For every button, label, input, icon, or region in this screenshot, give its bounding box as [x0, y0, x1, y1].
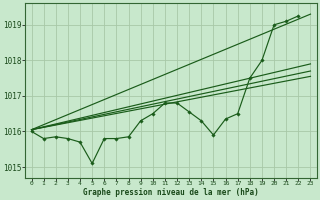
X-axis label: Graphe pression niveau de la mer (hPa): Graphe pression niveau de la mer (hPa) [83, 188, 259, 197]
